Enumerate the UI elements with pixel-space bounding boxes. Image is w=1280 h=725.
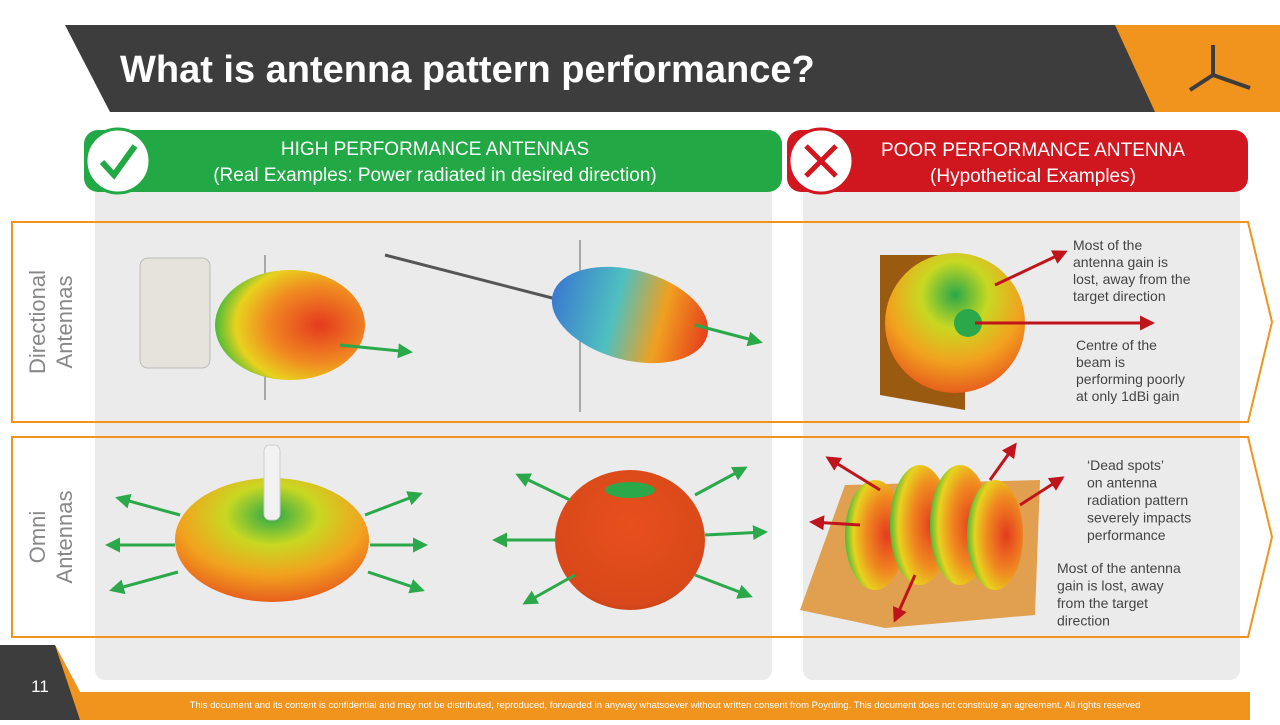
arrow — [994, 250, 1068, 287]
radiation-pattern — [551, 266, 709, 364]
poor-heading: POOR PERFORMANCE ANTENNA — [881, 140, 1185, 161]
check-mark — [99, 144, 138, 180]
annotation: performance — [1087, 527, 1166, 543]
poor-subheading: (Hypothetical Examples) — [930, 166, 1136, 187]
annotation: severely impacts — [1087, 510, 1191, 526]
arrow — [339, 343, 413, 359]
yagi-antenna — [384, 253, 561, 302]
slide-title: What is antenna pattern performance? — [120, 49, 815, 91]
annotation: Most of the antenna — [1057, 560, 1181, 576]
annotation: antenna gain is — [1073, 254, 1168, 270]
header-bar — [65, 25, 1155, 112]
annotation: performing poorly — [1076, 371, 1185, 387]
row-frame — [11, 436, 1274, 638]
poor-banner — [787, 130, 1248, 192]
annotation: radiation pattern — [1087, 492, 1188, 508]
header-accent — [1115, 25, 1280, 112]
annotation: Centre of the — [1076, 337, 1157, 353]
row-label: Antennas — [52, 491, 77, 584]
annotation: beam is — [1076, 354, 1125, 370]
pattern-null — [954, 309, 982, 337]
antenna-device — [139, 257, 211, 369]
annotation: Most of the — [1073, 237, 1142, 253]
radiation-pattern — [555, 470, 705, 610]
pattern-null — [605, 482, 655, 498]
annotation: ‘Dead spots’ — [1087, 457, 1164, 473]
good-subheading: (Real Examples: Power radiated in desire… — [213, 165, 657, 186]
good-banner — [84, 130, 782, 192]
omni-antenna — [263, 444, 281, 521]
row-label: Omni — [25, 511, 50, 564]
arrows — [809, 442, 1065, 623]
footer-strip — [80, 692, 1250, 720]
annotation: target direction — [1073, 288, 1166, 304]
annotation: from the target — [1057, 595, 1148, 611]
row-label: Directional — [25, 270, 50, 374]
logo — [1188, 45, 1251, 92]
good-heading: HIGH PERFORMANCE ANTENNAS — [281, 139, 589, 160]
radiation-pattern — [215, 270, 365, 380]
arrows — [492, 466, 768, 605]
page-number: 11 — [31, 677, 49, 696]
radiation-pattern — [845, 465, 1023, 590]
check-icon — [84, 127, 152, 195]
cross-mark — [804, 144, 838, 178]
annotation: direction — [1057, 613, 1110, 629]
annotation: at only 1dBi gain — [1076, 388, 1180, 404]
radiation-pattern — [175, 478, 369, 602]
arrows — [105, 491, 428, 595]
arrow — [694, 323, 763, 347]
row-label: Antennas — [52, 276, 77, 369]
footer-notice: This document and its content is confide… — [190, 700, 1141, 711]
annotation: on antenna — [1087, 475, 1157, 491]
annotation: gain is lost, away — [1057, 578, 1164, 594]
annotation: lost, away from the — [1073, 271, 1191, 287]
row-frame — [11, 221, 1274, 423]
